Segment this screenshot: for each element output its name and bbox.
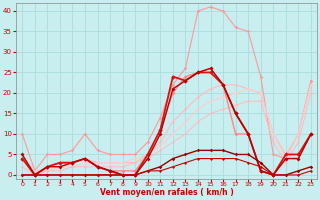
X-axis label: Vent moyen/en rafales ( km/h ): Vent moyen/en rafales ( km/h ): [100, 188, 234, 197]
